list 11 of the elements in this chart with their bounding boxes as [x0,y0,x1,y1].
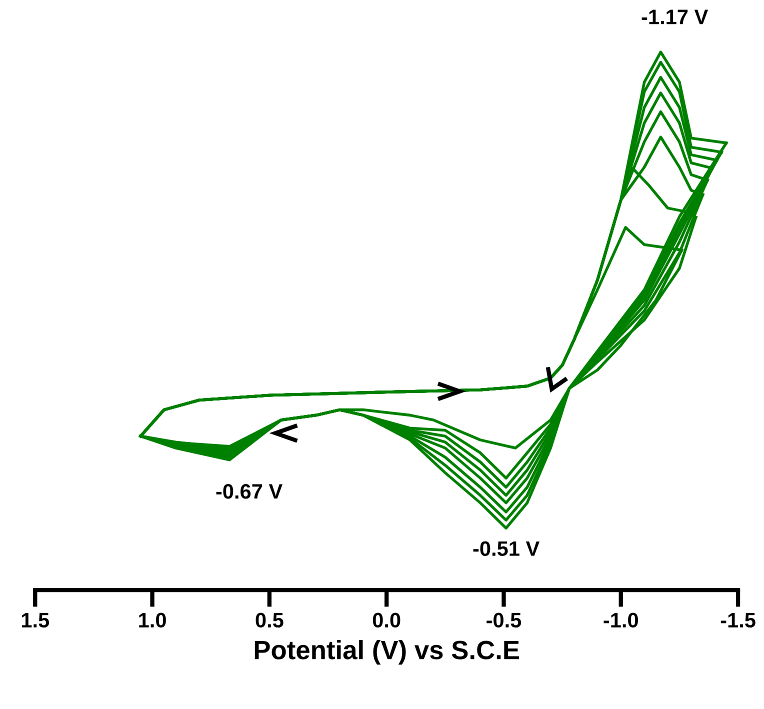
x-tick-label: -0.5 [486,612,522,628]
x-axis-title: Potential (V) vs S.C.E [254,640,519,665]
annotation: -0.51 V [473,541,540,556]
x-tick-label: 0.5 [256,612,284,628]
annotation: -0.67 V [216,484,282,499]
annotation: -1.17 V [642,10,708,24]
x-tick-label: -1.0 [604,612,638,628]
x-tick-label: 1.5 [22,613,50,628]
x-tick-label: 0.0 [372,612,400,628]
x-tick-label: 1.0 [139,612,166,628]
x-tick-label: -1.5 [720,613,756,628]
